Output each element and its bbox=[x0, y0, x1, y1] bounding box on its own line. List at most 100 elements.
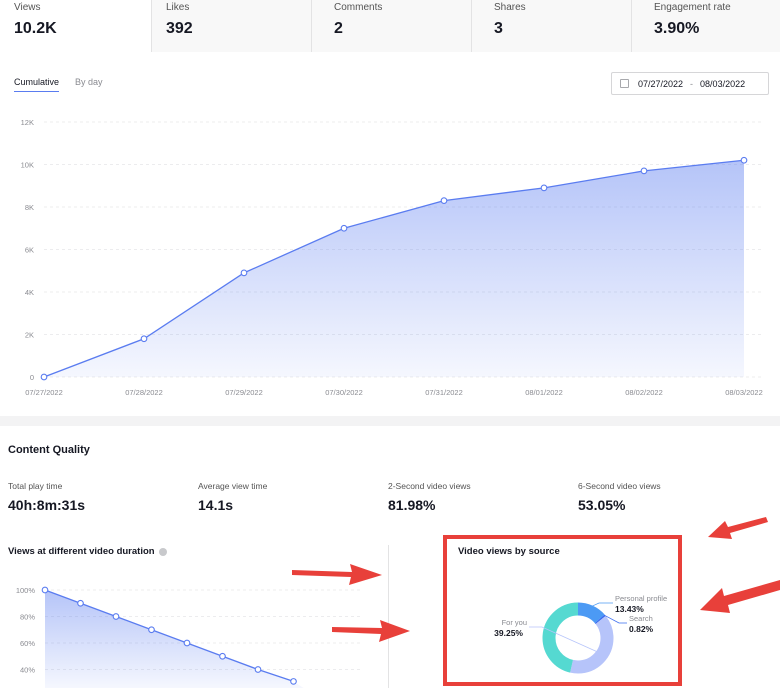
leader-line bbox=[604, 615, 627, 624]
y-tick-label: 6K bbox=[25, 246, 34, 255]
annotation-arrow bbox=[700, 580, 780, 613]
donut-slice bbox=[542, 602, 614, 674]
stat-label: Likes bbox=[166, 2, 190, 13]
stat-tab-engagement-rate[interactable]: Engagement rate 3.90% bbox=[632, 0, 780, 52]
metric-value: 14.1s bbox=[198, 497, 234, 513]
calendar-icon bbox=[620, 79, 629, 88]
stat-value: 10.2K bbox=[14, 20, 57, 37]
data-point bbox=[183, 639, 191, 647]
data-point bbox=[240, 269, 248, 277]
metric-6-second-views: 6-Second video views 53.05% bbox=[578, 481, 661, 513]
y-tick-label: 4K bbox=[25, 288, 34, 297]
stat-tab-likes[interactable]: Likes 392 bbox=[152, 0, 312, 52]
content-quality-title: Content Quality bbox=[8, 444, 90, 456]
info-icon[interactable] bbox=[158, 547, 167, 556]
x-tick-label: 08/01/2022 bbox=[525, 388, 563, 397]
y-tick-label: 0 bbox=[30, 373, 34, 382]
annotation-arrow bbox=[708, 517, 768, 539]
area-fill bbox=[44, 160, 744, 377]
metric-label: 6-Second video views bbox=[578, 481, 661, 491]
data-point bbox=[440, 197, 448, 204]
stat-label: Shares bbox=[494, 2, 526, 13]
stat-label: Engagement rate bbox=[654, 2, 731, 13]
data-point bbox=[40, 373, 48, 381]
y-tick-label: 40% bbox=[20, 666, 35, 675]
series-line bbox=[43, 159, 745, 378]
tab-cumulative[interactable]: Cumulative bbox=[14, 77, 60, 92]
data-point bbox=[254, 666, 262, 673]
y-tick-label: 60% bbox=[20, 639, 35, 648]
slice-label: Personal profile bbox=[615, 594, 667, 603]
date-end: 08/03/2022 bbox=[700, 78, 746, 89]
annotation-arrow bbox=[292, 564, 382, 585]
date-separator: - bbox=[690, 78, 694, 89]
column-divider bbox=[388, 545, 389, 688]
y-tick-label: 2K bbox=[25, 331, 34, 340]
tab-by-day[interactable]: By day bbox=[75, 77, 103, 87]
retention-title-text: Views at different video duration bbox=[8, 546, 155, 557]
data-point bbox=[540, 184, 548, 192]
stat-value: 3 bbox=[494, 20, 503, 37]
stat-value: 392 bbox=[166, 20, 193, 37]
date-start: 07/27/2022 bbox=[638, 78, 684, 89]
data-point bbox=[740, 156, 748, 164]
x-tick-label: 07/31/2022 bbox=[425, 388, 463, 397]
series-line bbox=[44, 589, 294, 683]
metric-label: 2-Second video views bbox=[388, 481, 471, 491]
leader-line bbox=[529, 626, 608, 657]
donut-slice bbox=[542, 602, 614, 674]
slice-label: Search bbox=[629, 614, 653, 623]
highlight-box bbox=[443, 535, 682, 686]
y-tick-label: 8K bbox=[25, 203, 34, 212]
section-divider bbox=[0, 416, 780, 426]
slice-value: 13.43% bbox=[615, 604, 644, 614]
metric-label: Average view time bbox=[198, 481, 268, 491]
data-point bbox=[41, 586, 49, 594]
y-tick-label: 10K bbox=[21, 161, 34, 170]
y-tick-label: 12K bbox=[21, 118, 34, 127]
slice-value: 39.25% bbox=[494, 628, 523, 638]
data-point bbox=[340, 224, 348, 232]
chart-mode-tabs: Cumulative By day bbox=[14, 77, 103, 92]
slice-value: 0.82% bbox=[629, 624, 654, 634]
metric-value: 53.05% bbox=[578, 497, 626, 513]
metric-label: Total play time bbox=[8, 481, 63, 491]
metric-2-second-views: 2-Second video views 81.98% bbox=[388, 481, 471, 513]
data-point bbox=[148, 626, 155, 634]
data-point bbox=[77, 599, 84, 607]
x-tick-label: 07/29/2022 bbox=[225, 388, 263, 397]
metric-average-view-time: Average view time 14.1s bbox=[198, 481, 267, 513]
x-tick-label: 07/28/2022 bbox=[125, 388, 163, 397]
metric-total-play-time: Total play time 40h:8m:31s bbox=[8, 481, 85, 513]
y-tick-label: 100% bbox=[16, 586, 36, 595]
stat-tab-comments[interactable]: Comments 2 bbox=[312, 0, 472, 52]
metric-value: 40h:8m:31s bbox=[8, 497, 86, 513]
data-point bbox=[140, 335, 148, 343]
date-range-picker[interactable]: 07/27/2022 - 08/03/2022 bbox=[611, 72, 769, 95]
stat-value: 3.90% bbox=[654, 20, 700, 37]
data-point bbox=[290, 678, 297, 685]
data-point bbox=[112, 613, 120, 620]
metric-value: 81.98% bbox=[388, 497, 436, 513]
retention-area-chart: 40% 60% 80% 100% bbox=[16, 586, 360, 688]
data-point bbox=[219, 652, 226, 660]
x-tick-label: 07/30/2022 bbox=[325, 388, 363, 397]
stat-label: Comments bbox=[334, 2, 383, 13]
retention-chart-title: Views at different video duration bbox=[8, 546, 167, 557]
stat-tab-shares[interactable]: Shares 3 bbox=[472, 0, 632, 52]
x-tick-label: 08/02/2022 bbox=[625, 388, 663, 397]
x-tick-label: 07/27/2022 bbox=[25, 388, 63, 397]
stat-label: Views bbox=[14, 2, 41, 13]
x-tick-label: 08/03/2022 bbox=[725, 388, 763, 397]
stat-tab-views[interactable]: Views 10.2K bbox=[0, 0, 152, 52]
slice-label: For you bbox=[502, 618, 527, 627]
annotation-arrow bbox=[332, 620, 410, 642]
leader-line bbox=[592, 602, 613, 607]
stats-bar: Views 10.2K Likes 392 Comments 2 Shares … bbox=[0, 0, 780, 52]
data-point bbox=[640, 167, 648, 175]
stat-value: 2 bbox=[334, 20, 343, 37]
views-area-chart: 0 2K 4K 6K 8K 10K 12K 07/27/2022 07/28/2022 07/29… bbox=[21, 118, 764, 397]
y-tick-label: 80% bbox=[20, 613, 35, 622]
source-chart-title: Video views by source bbox=[458, 546, 560, 557]
